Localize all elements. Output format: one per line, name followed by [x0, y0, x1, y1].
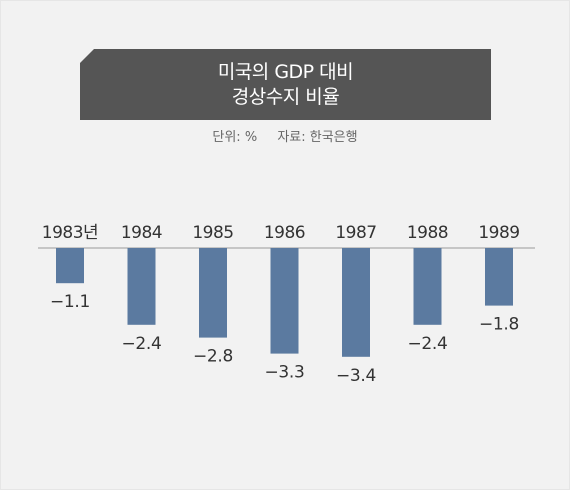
data-label: −3.3 — [264, 363, 304, 383]
data-label: −1.1 — [50, 292, 90, 312]
data-label: −2.8 — [193, 347, 233, 367]
chart-title-line-1: 미국의 GDP 대비 — [217, 60, 354, 83]
bar — [342, 248, 370, 357]
x-tick-label: 1985 — [192, 223, 233, 243]
x-tick-label: 1984 — [121, 223, 162, 243]
bar — [485, 248, 513, 306]
title-banner-shape — [80, 49, 491, 120]
x-tick-label: 1986 — [264, 223, 305, 243]
bar — [199, 248, 227, 338]
x-tick-label: 1989 — [478, 223, 519, 243]
bar — [270, 248, 299, 354]
data-label: −3.4 — [336, 366, 376, 386]
data-label: −2.4 — [407, 334, 447, 354]
x-tick-label: 1983년 — [42, 223, 98, 243]
bar — [56, 248, 84, 284]
data-label: −1.8 — [479, 315, 519, 335]
bar — [413, 248, 442, 325]
title-banner: 미국의 GDP 대비 경상수지 비율 — [80, 49, 491, 120]
chart-meta: 단위: % 자료: 한국은행 — [0, 126, 570, 145]
chart-title-line-2: 경상수지 비율 — [231, 85, 340, 108]
source-label: 자료: 한국은행 — [277, 130, 358, 145]
bar — [127, 248, 156, 325]
unit-label: 단위: % — [212, 130, 258, 145]
data-label: −2.4 — [121, 334, 161, 354]
x-tick-label: 1987 — [335, 223, 376, 243]
x-tick-label: 1988 — [407, 223, 448, 243]
